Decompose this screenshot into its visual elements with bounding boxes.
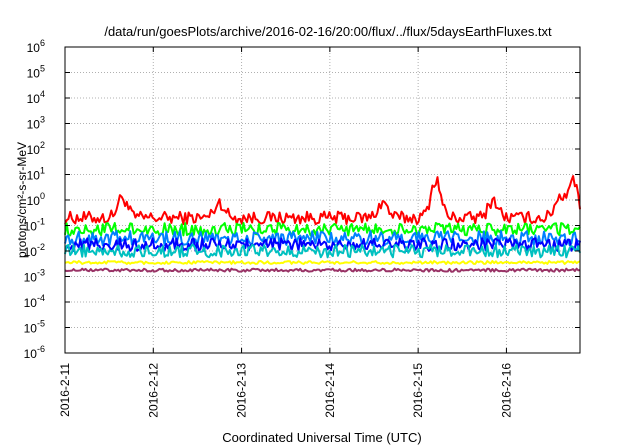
x-ticks: 2016-2-11 2016-2-12 2016-2-13 2016-2-14 2016…	[58, 47, 513, 418]
x-tick-label: 2016-2-16	[499, 363, 513, 418]
x-axis-label: Coordinated Universal Time (UTC)	[222, 430, 421, 445]
chart-title: /data/run/goesPlots/archive/2016-02-16/2…	[104, 24, 552, 39]
series-line-5	[64, 243, 581, 259]
x-tick-label: 2016-2-11	[58, 363, 72, 417]
series-line-1	[64, 175, 581, 226]
series-line-7	[64, 267, 580, 273]
series-line-6	[64, 260, 581, 265]
x-tick-label: 2016-2-12	[146, 363, 160, 418]
y-axis-label: protons/cm²-s-sr-MeV	[15, 142, 29, 258]
series-line-4	[64, 237, 581, 252]
x-tick-label: 2016-2-14	[323, 363, 337, 418]
series-lines	[64, 175, 581, 273]
x-tick-label: 2016-2-13	[235, 363, 249, 418]
x-tick-label: 2016-2-15	[411, 363, 425, 418]
